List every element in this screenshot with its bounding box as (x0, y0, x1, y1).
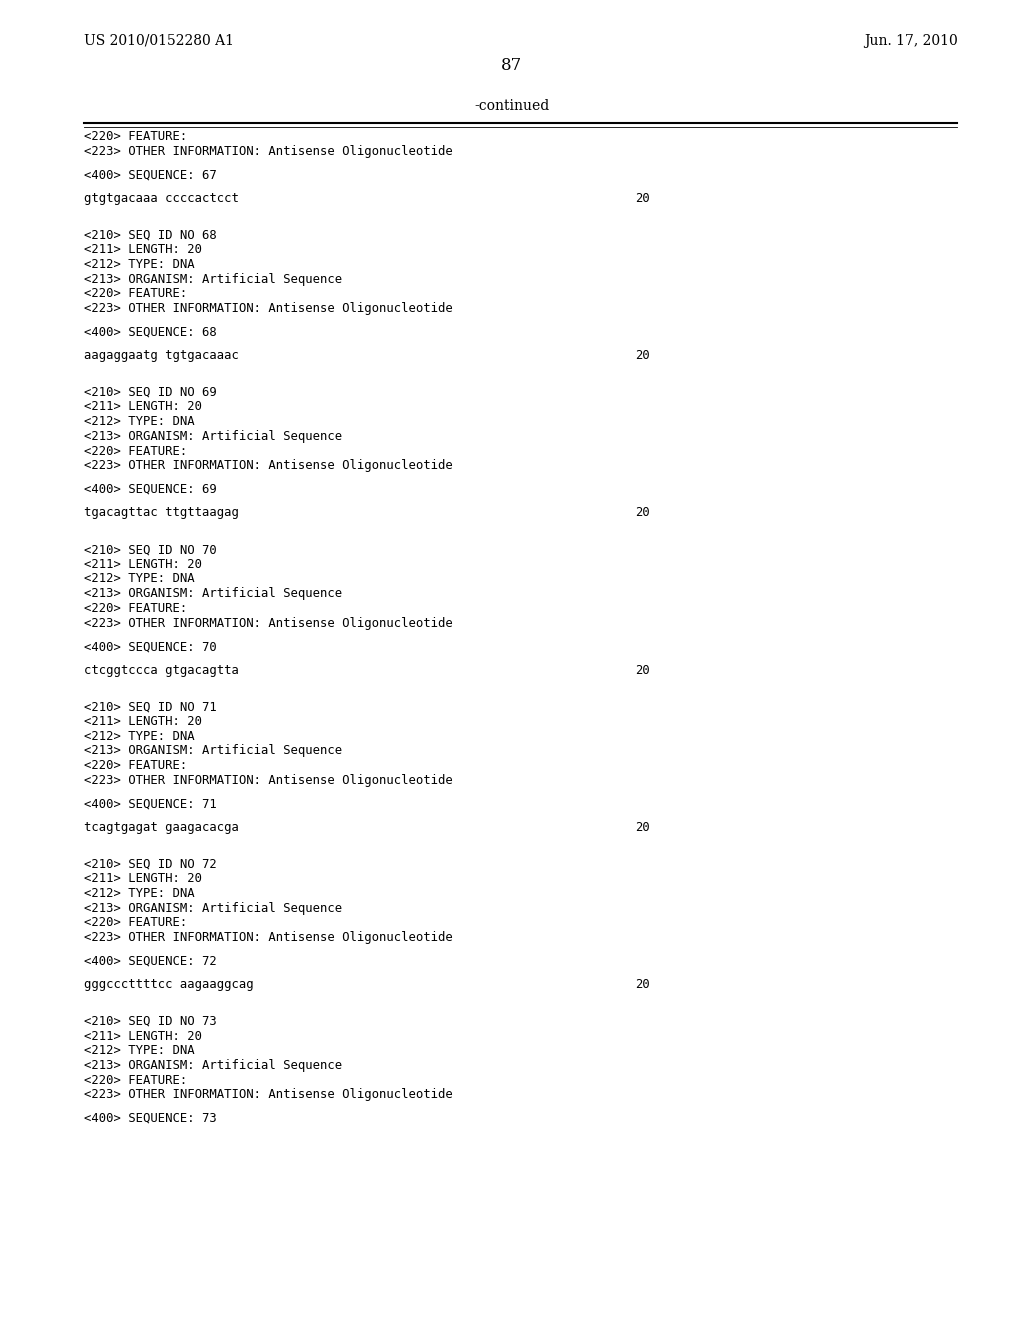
Text: <220> FEATURE:: <220> FEATURE: (84, 759, 187, 772)
Text: <213> ORGANISM: Artificial Sequence: <213> ORGANISM: Artificial Sequence (84, 430, 342, 444)
Text: <211> LENGTH: 20: <211> LENGTH: 20 (84, 243, 202, 256)
Text: <211> LENGTH: 20: <211> LENGTH: 20 (84, 558, 202, 570)
Text: 20: 20 (635, 191, 649, 205)
Text: 20: 20 (635, 507, 649, 519)
Text: <400> SEQUENCE: 73: <400> SEQUENCE: 73 (84, 1111, 217, 1125)
Text: 87: 87 (502, 57, 522, 74)
Text: <223> OTHER INFORMATION: Antisense Oligonucleotide: <223> OTHER INFORMATION: Antisense Oligo… (84, 145, 453, 157)
Text: tgacagttac ttgttaagag: tgacagttac ttgttaagag (84, 507, 239, 519)
Text: <223> OTHER INFORMATION: Antisense Oligonucleotide: <223> OTHER INFORMATION: Antisense Oligo… (84, 302, 453, 315)
Text: <220> FEATURE:: <220> FEATURE: (84, 129, 187, 143)
Text: <213> ORGANISM: Artificial Sequence: <213> ORGANISM: Artificial Sequence (84, 587, 342, 601)
Text: <210> SEQ ID NO 72: <210> SEQ ID NO 72 (84, 858, 217, 871)
Text: <400> SEQUENCE: 68: <400> SEQUENCE: 68 (84, 326, 217, 338)
Text: 20: 20 (635, 821, 649, 834)
Text: tcagtgagat gaagacacga: tcagtgagat gaagacacga (84, 821, 239, 834)
Text: <223> OTHER INFORMATION: Antisense Oligonucleotide: <223> OTHER INFORMATION: Antisense Oligo… (84, 459, 453, 473)
Text: <400> SEQUENCE: 69: <400> SEQUENCE: 69 (84, 483, 217, 496)
Text: aagaggaatg tgtgacaaac: aagaggaatg tgtgacaaac (84, 348, 239, 362)
Text: <211> LENGTH: 20: <211> LENGTH: 20 (84, 1030, 202, 1043)
Text: 20: 20 (635, 978, 649, 991)
Text: <212> TYPE: DNA: <212> TYPE: DNA (84, 887, 195, 900)
Text: <212> TYPE: DNA: <212> TYPE: DNA (84, 416, 195, 428)
Text: 20: 20 (635, 664, 649, 677)
Text: gtgtgacaaa ccccactcct: gtgtgacaaa ccccactcct (84, 191, 239, 205)
Text: <210> SEQ ID NO 69: <210> SEQ ID NO 69 (84, 385, 217, 399)
Text: <212> TYPE: DNA: <212> TYPE: DNA (84, 1044, 195, 1057)
Text: Jun. 17, 2010: Jun. 17, 2010 (863, 34, 957, 48)
Text: <220> FEATURE:: <220> FEATURE: (84, 288, 187, 300)
Text: <210> SEQ ID NO 68: <210> SEQ ID NO 68 (84, 228, 217, 242)
Text: <210> SEQ ID NO 70: <210> SEQ ID NO 70 (84, 543, 217, 556)
Text: <210> SEQ ID NO 73: <210> SEQ ID NO 73 (84, 1015, 217, 1028)
Text: <213> ORGANISM: Artificial Sequence: <213> ORGANISM: Artificial Sequence (84, 1059, 342, 1072)
Text: <213> ORGANISM: Artificial Sequence: <213> ORGANISM: Artificial Sequence (84, 273, 342, 285)
Text: <220> FEATURE:: <220> FEATURE: (84, 916, 187, 929)
Text: <223> OTHER INFORMATION: Antisense Oligonucleotide: <223> OTHER INFORMATION: Antisense Oligo… (84, 931, 453, 944)
Text: US 2010/0152280 A1: US 2010/0152280 A1 (84, 34, 233, 48)
Text: <213> ORGANISM: Artificial Sequence: <213> ORGANISM: Artificial Sequence (84, 744, 342, 758)
Text: <223> OTHER INFORMATION: Antisense Oligonucleotide: <223> OTHER INFORMATION: Antisense Oligo… (84, 774, 453, 787)
Text: <212> TYPE: DNA: <212> TYPE: DNA (84, 573, 195, 586)
Text: <213> ORGANISM: Artificial Sequence: <213> ORGANISM: Artificial Sequence (84, 902, 342, 915)
Text: -continued: -continued (474, 99, 550, 114)
Text: <400> SEQUENCE: 70: <400> SEQUENCE: 70 (84, 640, 217, 653)
Text: <220> FEATURE:: <220> FEATURE: (84, 445, 187, 458)
Text: <400> SEQUENCE: 67: <400> SEQUENCE: 67 (84, 168, 217, 181)
Text: 20: 20 (635, 348, 649, 362)
Text: <211> LENGTH: 20: <211> LENGTH: 20 (84, 715, 202, 729)
Text: gggcccttttcc aagaaggcag: gggcccttttcc aagaaggcag (84, 978, 254, 991)
Text: ctcggtccca gtgacagtta: ctcggtccca gtgacagtta (84, 664, 239, 677)
Text: <210> SEQ ID NO 71: <210> SEQ ID NO 71 (84, 701, 217, 713)
Text: <400> SEQUENCE: 72: <400> SEQUENCE: 72 (84, 954, 217, 968)
Text: <211> LENGTH: 20: <211> LENGTH: 20 (84, 400, 202, 413)
Text: <220> FEATURE:: <220> FEATURE: (84, 1073, 187, 1086)
Text: <211> LENGTH: 20: <211> LENGTH: 20 (84, 873, 202, 886)
Text: <400> SEQUENCE: 71: <400> SEQUENCE: 71 (84, 797, 217, 810)
Text: <223> OTHER INFORMATION: Antisense Oligonucleotide: <223> OTHER INFORMATION: Antisense Oligo… (84, 616, 453, 630)
Text: <223> OTHER INFORMATION: Antisense Oligonucleotide: <223> OTHER INFORMATION: Antisense Oligo… (84, 1089, 453, 1101)
Text: <220> FEATURE:: <220> FEATURE: (84, 602, 187, 615)
Text: <212> TYPE: DNA: <212> TYPE: DNA (84, 730, 195, 743)
Text: <212> TYPE: DNA: <212> TYPE: DNA (84, 257, 195, 271)
